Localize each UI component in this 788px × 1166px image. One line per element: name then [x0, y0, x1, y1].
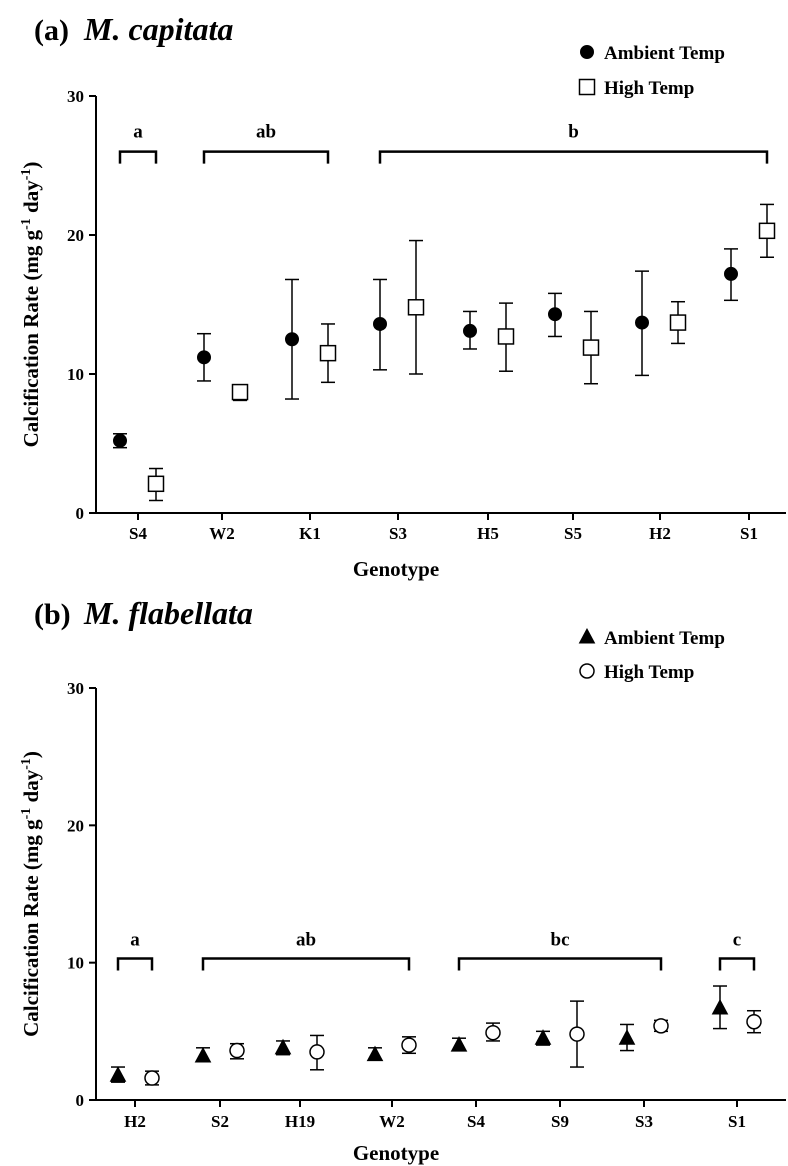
- panel-b-x-tick-label: S9: [551, 1112, 569, 1131]
- panel-b-x-tick-label: S2: [211, 1112, 229, 1131]
- panel-b-legend-marker: [579, 663, 595, 679]
- panel-b-x-tick-label: W2: [379, 1112, 405, 1131]
- panel-b-y-tick-label: 30: [67, 679, 84, 698]
- panel-b-y-tick-label: 0: [76, 1091, 85, 1110]
- panel-b-group-bracket: [718, 957, 756, 971]
- panel-a-legend-label: High Temp: [604, 78, 694, 99]
- panel-a-group-label: a: [133, 122, 143, 143]
- panel-a-group-bracket: [202, 150, 330, 164]
- panel-b-group-bracket: [457, 957, 663, 971]
- panel-b-x-tick-label: H19: [285, 1112, 315, 1131]
- panel-b-point-high: [401, 1037, 417, 1053]
- panel-a-tag: (a): [34, 14, 69, 47]
- panel-a-y-tick-label: 0: [76, 504, 85, 523]
- panel-a-point-ambient: [113, 433, 127, 448]
- panel-a-x-tick-label: S1: [740, 524, 758, 543]
- panel-a-x-tick-label: W2: [209, 524, 235, 543]
- panel-a-point-ambient: [285, 332, 299, 347]
- panel-b-group-label: a: [130, 930, 140, 951]
- panel-b-point-high: [746, 1013, 762, 1030]
- panel-b-x-tick-label: S4: [467, 1112, 485, 1131]
- panel-b-point-ambient: [274, 1038, 292, 1055]
- panel-b-point-ambient: [109, 1066, 127, 1082]
- panel-a-group-bracket: [118, 150, 158, 164]
- panel-a-legend-label: Ambient Temp: [604, 43, 725, 64]
- panel-a-x-tick-label: S5: [564, 524, 582, 543]
- panel-a-y-tick-label: 10: [67, 365, 84, 384]
- panel-a-x-tick-label: H2: [649, 524, 671, 543]
- panel-b-title: M. flabellata: [83, 595, 253, 631]
- panel-a-point-high: [231, 383, 249, 401]
- panel-a-legend-marker: [580, 45, 594, 59]
- panel-a-point-high: [582, 339, 600, 356]
- panel-a-group-label: b: [568, 122, 579, 143]
- panel-a-x-tick-label: H5: [477, 524, 499, 543]
- panel-b-x-tick-label: S1: [728, 1112, 746, 1131]
- panel-a-point-high: [407, 299, 425, 316]
- panel-b-point-ambient: [711, 998, 729, 1015]
- panel-a-point-ambient: [635, 315, 649, 330]
- panel-b-point-high: [144, 1070, 160, 1086]
- panel-a-title: M. capitata: [83, 11, 233, 47]
- panel-b-point-high: [229, 1042, 245, 1059]
- panel-b-group-bracket: [116, 957, 154, 971]
- panel-a-point-ambient: [463, 323, 477, 338]
- panel-b-point-ambient: [618, 1029, 636, 1045]
- panel-a-x-tick-label: K1: [299, 524, 321, 543]
- panel-b-group-label: bc: [551, 930, 570, 951]
- panel-a-point-high: [758, 222, 776, 240]
- panel-b-legend-marker: [578, 627, 596, 644]
- panel-a-y-tick-label: 20: [67, 226, 84, 245]
- panel-b-point-high: [309, 1044, 325, 1060]
- panel-b: (b) M. flabellata 0 10 20 30 H2 S2 H19 W2 S4 S9 S3 S1…: [19, 595, 786, 1165]
- panel-a-group-bracket: [378, 150, 769, 164]
- panel-b-y-tick-label: 20: [67, 816, 84, 835]
- panel-a-legend-marker: [578, 78, 596, 96]
- panel-b-group-label: ab: [296, 930, 316, 951]
- panel-b-x-axis-title: Genotype: [353, 1141, 439, 1165]
- panel-a-x-tick-label: S3: [389, 524, 407, 543]
- panel-b-point-ambient: [366, 1045, 384, 1062]
- panel-a: (a) M. capitata 0 10 20 30 S4 W2 K1 S3 H5 S5 H2 S1 Gen…: [19, 11, 786, 581]
- panel-a-point-ambient: [373, 316, 387, 331]
- panel-a-point-high: [319, 344, 337, 362]
- panel-b-legend-label: Ambient Temp: [604, 628, 725, 649]
- panel-b-x-tick-label: H2: [124, 1112, 146, 1131]
- panel-a-group-label: ab: [256, 122, 276, 143]
- panel-b-x-tick-label: S3: [635, 1112, 653, 1131]
- panel-b-point-high: [653, 1018, 669, 1034]
- panel-b-group-bracket: [201, 957, 411, 971]
- panel-a-point-ambient: [548, 307, 562, 322]
- panel-b-point-high: [485, 1024, 501, 1041]
- panel-b-point-ambient: [450, 1036, 468, 1052]
- panel-a-point-high: [497, 328, 515, 345]
- panel-a-point-high: [147, 475, 165, 493]
- panel-a-y-axis-title: Calcification Rate (mg g-1 day-1): [19, 162, 43, 448]
- panel-b-group-label: c: [733, 930, 741, 951]
- panel-b-y-axis-title: Calcification Rate (mg g-1 day-1): [19, 751, 43, 1037]
- panel-a-x-axis-title: Genotype: [353, 557, 439, 581]
- panel-b-point-high: [569, 1026, 585, 1042]
- panel-b-point-ambient: [194, 1046, 212, 1063]
- panel-a-x-tick-label: S4: [129, 524, 147, 543]
- panel-a-point-high: [669, 314, 687, 331]
- panel-a-point-ambient: [724, 266, 738, 281]
- panel-a-point-ambient: [197, 350, 211, 365]
- panel-b-legend-label: High Temp: [604, 662, 694, 683]
- panel-b-point-ambient: [534, 1029, 552, 1045]
- panel-b-y-tick-label: 10: [67, 954, 84, 973]
- panel-a-y-tick-label: 30: [67, 87, 84, 106]
- panel-b-tag: (b): [34, 598, 71, 631]
